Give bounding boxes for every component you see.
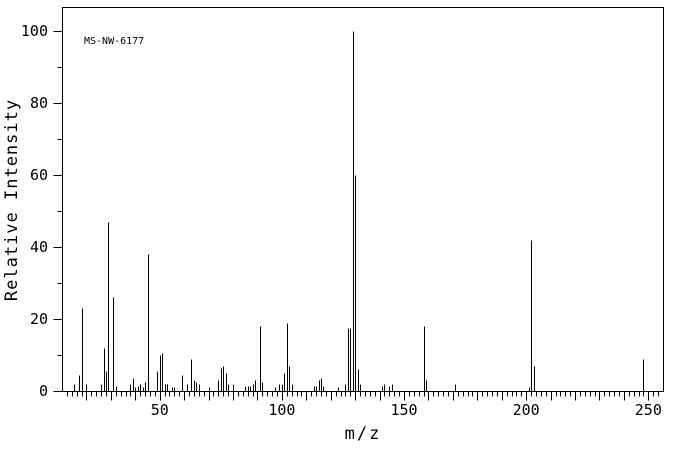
svg-text:250: 250 <box>635 401 662 419</box>
y-axis-ticks <box>53 31 63 392</box>
svg-text:50: 50 <box>151 401 169 419</box>
svg-text:100: 100 <box>21 22 48 40</box>
svg-text:40: 40 <box>30 238 48 256</box>
svg-text:0: 0 <box>39 382 48 400</box>
y-tick-labels: 0 20 40 60 80 100 <box>21 22 48 400</box>
svg-text:100: 100 <box>268 401 295 419</box>
x-axis-title: m/z <box>344 424 382 444</box>
y-axis-title: Relative Intensity <box>2 98 22 302</box>
x-tick-labels: 50 100 150 200 250 <box>151 401 662 419</box>
svg-text:200: 200 <box>513 401 540 419</box>
spectrum-peaks <box>74 31 644 392</box>
spectrum-id-annotation: MS-NW-6177 <box>84 36 145 47</box>
svg-text:150: 150 <box>390 401 417 419</box>
svg-text:20: 20 <box>30 310 48 328</box>
x-axis-ticks <box>67 391 659 401</box>
svg-text:60: 60 <box>30 166 48 184</box>
svg-text:80: 80 <box>30 94 48 112</box>
